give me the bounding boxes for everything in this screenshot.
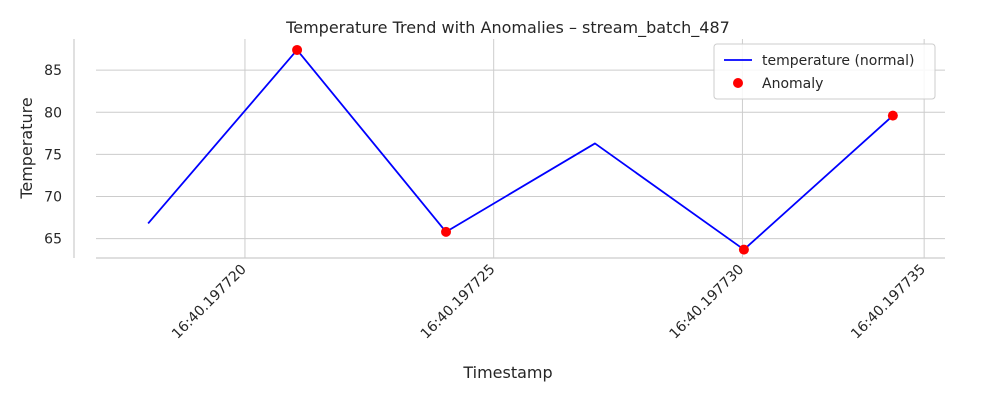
anomaly-point: [887, 110, 898, 121]
anomaly-point: [738, 244, 749, 255]
y-tick-label: 70: [44, 190, 62, 206]
legend-frame: [713, 43, 936, 100]
x-tick-label: 16:40.197730: [666, 262, 747, 343]
x-tick-label: 16:40.197735: [848, 262, 929, 343]
y-tick-label: 85: [44, 63, 62, 79]
legend-marker-anomaly: [733, 78, 743, 88]
y-tick-label: 65: [44, 232, 62, 248]
y-axis-label: Temperature: [17, 97, 36, 199]
x-tick-label: 16:40.197720: [169, 262, 250, 343]
temperature-line: [147, 49, 894, 251]
grid: [96, 39, 945, 258]
axes: [73, 39, 945, 259]
anomaly-point: [292, 44, 303, 55]
y-tick-label: 75: [44, 147, 62, 163]
x-axis-label: Timestamp: [462, 363, 552, 382]
legend: temperature (normal) Anomaly: [713, 43, 936, 100]
legend-label-temperature: temperature (normal): [762, 53, 914, 69]
anomaly-point: [441, 226, 452, 237]
series: [147, 44, 898, 255]
y-tick-label: 80: [44, 105, 62, 121]
x-tick-label: 16:40.197725: [418, 262, 499, 343]
legend-label-anomaly: Anomaly: [762, 76, 823, 92]
chart-title: Temperature Trend with Anomalies – strea…: [285, 18, 730, 38]
